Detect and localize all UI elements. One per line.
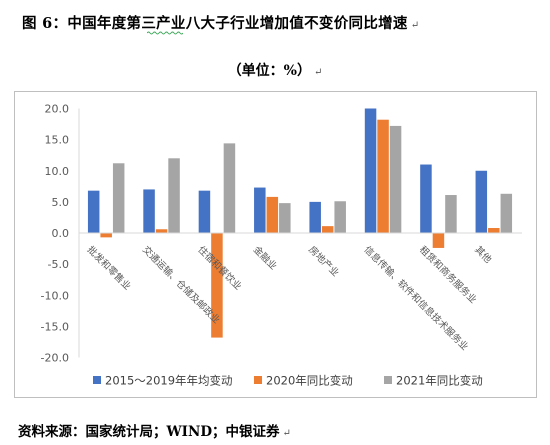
bar-3 (168, 158, 180, 233)
y-tick-label: -5.0 (48, 258, 69, 271)
bar-2 (321, 226, 334, 233)
bar-1 (87, 190, 100, 233)
bar-2 (377, 119, 389, 233)
bar-3 (279, 203, 291, 233)
bar-1 (475, 170, 488, 233)
bar-3 (445, 195, 457, 233)
bar-chart: -20.0 -15.0 -10.0 -5.0 0.0 5.0 10.0 15.0 20.0 批发和… (41, 103, 522, 388)
y-tick-label: 10.0 (45, 165, 70, 178)
figure-title: 图 6：中国年度第三产业八大子行业增加值不变价同比增速 ↵ (22, 12, 419, 33)
legend-swatch (254, 376, 262, 384)
bar-2 (155, 229, 168, 233)
bar-3 (500, 193, 513, 233)
bar-1 (198, 190, 211, 233)
spellcheck-squiggle-icon (147, 31, 183, 35)
bar-2 (432, 233, 445, 248)
bar-2 (211, 233, 223, 338)
category-label: 信息传输、软件和信息技术服务业 (361, 244, 470, 353)
figure-title-text: 图 6：中国年度第三产业八大子行业增加值不变价同比增速 (22, 15, 408, 32)
bar-2 (266, 196, 279, 233)
legend-swatch (384, 376, 392, 384)
y-tick-label: -20.0 (41, 352, 69, 365)
figure-source: 资料来源：国家统计局；WIND；中银证券 ↵ (18, 420, 291, 440)
bar-3 (223, 143, 236, 233)
bar-2 (488, 228, 500, 233)
legend-label: 2015～2019年年均变动 (105, 374, 233, 388)
figure-subtitle-text: （单位：%） (227, 63, 311, 79)
bar-3 (334, 201, 346, 233)
y-tick-label: 15.0 (45, 134, 70, 147)
paragraph-mark: ↵ (313, 67, 323, 78)
figure-subtitle: （单位：%） ↵ (0, 60, 550, 80)
legend-swatch (93, 376, 101, 384)
bar-1 (143, 189, 155, 233)
bar-1 (254, 187, 266, 233)
figure-source-text: 资料来源：国家统计局；WIND；中银证券 (18, 424, 280, 440)
bar-3 (112, 163, 125, 233)
y-tick-label: -15.0 (41, 320, 69, 333)
legend-label: 2020年同比变动 (266, 374, 353, 388)
category-label: 金融业 (251, 244, 280, 273)
y-tick-label: 5.0 (52, 196, 70, 209)
bar-3 (389, 125, 402, 233)
category-label: 批发和零售业 (85, 244, 134, 293)
y-tick-label: 20.0 (45, 103, 70, 116)
bar-1 (309, 201, 321, 233)
bar-1 (420, 164, 432, 233)
paragraph-mark: ↵ (282, 428, 291, 439)
category-label: 其他 (472, 244, 494, 266)
category-label: 房地产业 (306, 244, 341, 279)
paragraph-mark: ↵ (410, 20, 420, 31)
category-label: 租赁和商务服务业 (417, 244, 479, 306)
y-tick-label: -10.0 (41, 289, 69, 302)
chart-area: -20.0 -15.0 -10.0 -5.0 0.0 5.0 10.0 15.0 20.0 批发和… (14, 91, 537, 398)
legend-label: 2021年同比变动 (396, 374, 483, 388)
y-tick-label: 0.0 (52, 227, 70, 240)
bar-1 (364, 108, 377, 233)
bar-2 (100, 233, 112, 238)
